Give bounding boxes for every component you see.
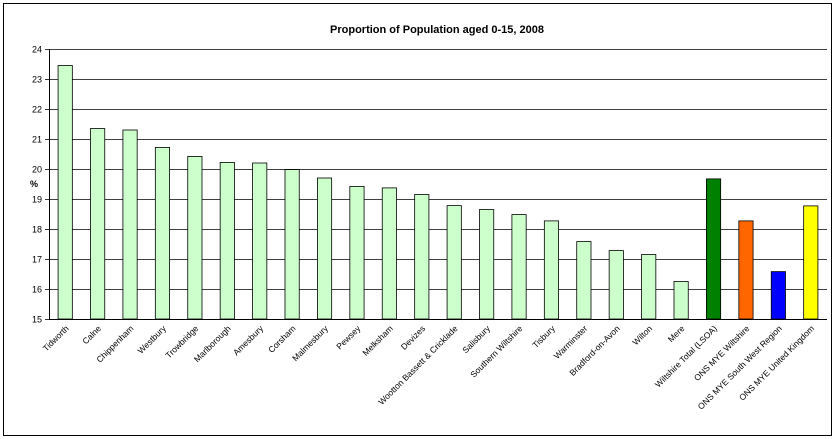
bar-ons-mye-wiltshire [738, 220, 754, 320]
bars [57, 65, 819, 320]
chart-title: Proportion of Population aged 0-15, 2008 [330, 24, 544, 36]
gridlines [49, 49, 827, 290]
y-axis-label: % [30, 179, 38, 189]
bar-devizes [414, 194, 430, 320]
y-tick-label: 16 [32, 285, 42, 295]
bar-marlborough [219, 161, 235, 320]
bar-salisbury [479, 209, 495, 320]
x-tick-label: Westbury [136, 323, 169, 356]
y-tick-label: 24 [32, 45, 42, 55]
bar-westbury [154, 146, 170, 320]
bar-ons-mye-united-kingdom [803, 205, 819, 320]
x-tick-label: Amesbury [231, 323, 266, 358]
x-tick-label: Tisbury [530, 323, 557, 350]
bar-tisbury [543, 220, 559, 320]
bar-pewsey [349, 185, 365, 320]
y-tick-label: 22 [32, 105, 42, 115]
bar-wiltshire-total-lsoa [706, 178, 722, 320]
x-tick-label: Tidworth [41, 323, 71, 353]
y-tick-label: 20 [32, 165, 42, 175]
x-tick-label: Mere [666, 323, 687, 344]
x-tick-label: Melksham [360, 323, 394, 357]
bar-warminster [576, 241, 592, 320]
axes [45, 49, 827, 320]
bar-southern-wiltshire [511, 214, 527, 320]
x-tick-label: Wiltshire Total (LSOA) [653, 323, 719, 389]
bar-wilton [641, 254, 657, 320]
bar-bradford-on-avon [608, 250, 624, 320]
bar-amesbury [252, 162, 268, 320]
y-tick-label: 18 [32, 225, 42, 235]
y-tick-labels: 15 16 17 18 19 20 21 22 23 24 [32, 45, 42, 325]
bar-mere [673, 281, 689, 320]
x-tick-label: Pewsey [334, 323, 363, 352]
bar-malmesbury [317, 177, 333, 320]
y-tick-label: 15 [32, 315, 42, 325]
bar-trowbridge [187, 155, 203, 320]
x-tick-label: Wilton [630, 323, 654, 347]
bar-chippenham [122, 129, 138, 320]
y-tick-label: 17 [32, 255, 42, 265]
bar-tidworth [57, 65, 73, 320]
bar-wootton-bassett-cricklade [446, 205, 462, 320]
x-tick-label: ONS MYE Wiltshire [692, 323, 752, 383]
x-tick-label: Malmesbury [290, 323, 330, 363]
bar-melksham [381, 187, 397, 320]
x-tick-label: Salisbury [460, 323, 492, 355]
y-tick-label: 21 [32, 135, 42, 145]
x-tick-label: Calne [80, 323, 103, 346]
bar-ons-mye-south-west-region [770, 271, 786, 320]
y-tick-label: 19 [32, 195, 42, 205]
x-tick-label: Devizes [399, 323, 427, 351]
y-tick-label: 23 [32, 75, 42, 85]
bar-calne [90, 128, 106, 320]
bar-corsham [284, 169, 300, 320]
x-tick-label: Corsham [266, 323, 297, 354]
